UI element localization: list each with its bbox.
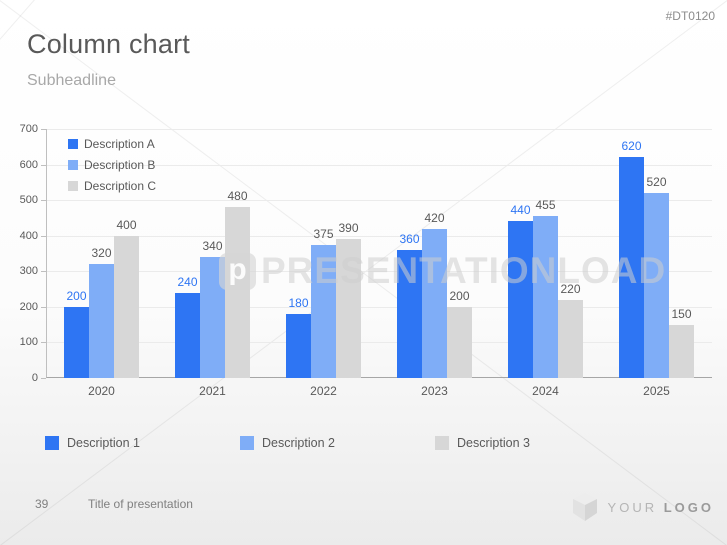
y-axis-tick-mark: [41, 306, 46, 308]
y-axis-tick-mark: [41, 378, 46, 379]
chart-legend-item: Description C: [68, 179, 156, 193]
gridline: [47, 164, 712, 166]
page-number: 39: [35, 497, 49, 511]
logo-text: YOUR LOGO: [608, 500, 714, 515]
y-axis-tick-mark: [41, 164, 46, 166]
y-axis-tick-mark: [41, 342, 46, 344]
bar-value-label: 620: [621, 139, 642, 154]
gridline: [47, 200, 712, 202]
gridline: [47, 306, 712, 308]
chart-bar: [89, 264, 114, 378]
cube-logo-icon: [572, 493, 597, 521]
chart-bar: [175, 292, 200, 378]
legend-swatch: [240, 436, 254, 450]
bar-value-label: 220: [560, 281, 581, 296]
chart-plot-area: [46, 129, 712, 378]
y-axis-tick-label: 0: [31, 372, 38, 384]
bottom-legend-item: Description 1: [45, 436, 205, 450]
chart-bar: [447, 306, 472, 378]
chart-bar: [558, 299, 583, 378]
chart-bar: [225, 207, 250, 378]
legend-label: Description 2: [262, 436, 335, 450]
y-axis-tick-label: 100: [19, 336, 38, 349]
legend-swatch: [68, 139, 78, 149]
chart-bar: [336, 239, 361, 378]
gridline: [47, 271, 712, 273]
bar-value-label: 400: [116, 217, 137, 232]
x-axis-category-label: 2023: [421, 384, 448, 398]
gridline: [47, 235, 712, 237]
bar-value-label: 150: [671, 306, 692, 321]
x-axis-category-label: 2022: [310, 384, 337, 398]
legend-swatch: [68, 160, 78, 170]
chart-legend-item: Description B: [68, 158, 156, 172]
chart-bar: [397, 249, 422, 378]
page-subheadline: Subheadline: [27, 72, 116, 89]
bar-value-label: 240: [177, 274, 198, 289]
legend-label: Description A: [84, 137, 155, 151]
page-title: Column chart: [27, 29, 190, 59]
legend-swatch: [45, 436, 59, 450]
bar-value-label: 200: [66, 288, 87, 303]
bar-value-label: 480: [227, 189, 248, 204]
bar-value-label: 420: [424, 210, 445, 225]
chart-bar: [619, 157, 644, 378]
bar-value-label: 200: [449, 288, 470, 303]
y-axis-tick-label: 500: [19, 194, 38, 207]
bar-value-label: 180: [288, 295, 309, 310]
bar-value-label: 340: [202, 239, 223, 254]
bottom-legend-item: Description 3: [435, 436, 595, 450]
gridline: [47, 342, 712, 344]
x-axis-category-label: 2025: [643, 384, 670, 398]
chart-bar: [311, 244, 336, 378]
bar-value-label: 320: [91, 246, 112, 261]
legend-swatch: [68, 181, 78, 191]
legend-label: Description 1: [67, 436, 140, 450]
y-axis-tick-label: 200: [19, 300, 38, 313]
your-logo: YOUR LOGO: [572, 492, 714, 522]
chart-bar: [64, 306, 89, 378]
bar-value-label: 360: [399, 231, 420, 246]
legend-label: Description 3: [457, 436, 530, 450]
y-axis-tick-label: 400: [19, 229, 38, 242]
chart-bar: [533, 216, 558, 378]
template-code: #DT0120: [665, 9, 715, 23]
bottom-legend: Description 1 Description 2 Description 3: [45, 436, 630, 450]
gridline: [47, 129, 712, 130]
logo-text-bold: LOGO: [663, 499, 714, 515]
y-axis-tick-label: 700: [19, 123, 38, 135]
x-axis-category-label: 2024: [532, 384, 559, 398]
legend-label: Description C: [84, 179, 157, 193]
y-axis-tick-label: 300: [19, 265, 38, 278]
bottom-legend-item: Description 2: [240, 436, 400, 450]
y-axis-tick-mark: [41, 129, 46, 130]
chart-legend: Description A Description B Description C: [68, 137, 156, 200]
bar-value-label: 455: [535, 198, 556, 213]
footer-presentation-title: Title of presentation: [88, 497, 193, 511]
chart-bar: [508, 221, 533, 378]
chart-legend-item: Description A: [68, 137, 156, 151]
chart-bar: [669, 324, 694, 378]
chart-bar: [422, 228, 447, 378]
y-axis-tick-mark: [41, 200, 46, 202]
y-axis-tick-label: 600: [19, 158, 38, 171]
y-axis-tick-mark: [41, 271, 46, 273]
legend-label: Description B: [84, 158, 156, 172]
bar-value-label: 440: [510, 203, 531, 218]
bar-value-label: 390: [338, 221, 359, 236]
chart-bar: [644, 193, 669, 378]
x-axis-category-label: 2020: [88, 384, 115, 398]
logo-text-light: YOUR: [607, 499, 658, 515]
bar-value-label: 375: [313, 226, 334, 241]
x-axis-category-label: 2021: [199, 384, 226, 398]
chart-bar: [286, 313, 311, 378]
bar-value-label: 520: [646, 175, 667, 190]
y-axis-tick-mark: [41, 235, 46, 237]
chart-bar: [114, 235, 139, 378]
legend-swatch: [435, 436, 449, 450]
